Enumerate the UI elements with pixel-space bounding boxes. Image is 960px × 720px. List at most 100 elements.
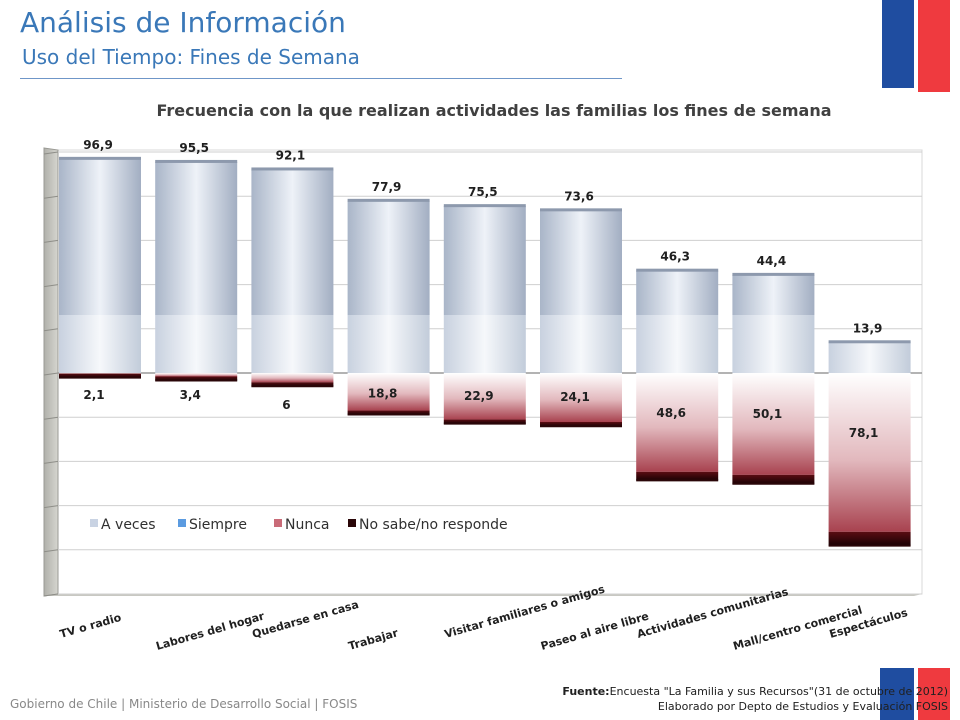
flag-red-stripe <box>918 0 950 92</box>
bar-group <box>59 156 141 379</box>
flag-white-stripe <box>914 0 918 92</box>
bar-positive-lower <box>347 315 430 373</box>
flag-blue-stripe <box>882 0 914 88</box>
gridline-side <box>43 505 59 509</box>
flag-red-stripe-bottom <box>918 668 950 720</box>
gridline-side <box>43 328 59 332</box>
data-label-positive: 73,6 <box>564 189 594 203</box>
category-label: Labores del hogar <box>154 609 266 653</box>
bar-positive-upper <box>732 274 815 315</box>
bar-positive-cap <box>732 272 815 276</box>
bar-positive-lower <box>155 315 238 373</box>
legend-swatch <box>178 519 186 527</box>
bar-negative-upper <box>636 373 719 472</box>
bar-positive-lower <box>251 315 334 373</box>
bar-negative-upper <box>347 373 430 411</box>
bar-negative-lower <box>347 410 430 415</box>
data-label-positive: 13,9 <box>853 321 883 335</box>
data-label-negative: 78,1 <box>849 426 879 440</box>
page-subtitle: Uso del Tiempo: Fines de Semana <box>22 45 360 69</box>
bar-positive-cap <box>636 268 719 272</box>
bar-positive-upper <box>347 200 430 315</box>
bar-positive-lower <box>636 315 719 373</box>
bar-positive-cap <box>347 198 430 202</box>
bar-negative-upper <box>59 373 141 374</box>
bar-group <box>828 340 911 547</box>
legend-swatch <box>274 519 282 527</box>
legend-swatch <box>90 519 98 527</box>
category-label: TV o radio <box>58 611 123 641</box>
bar-positive-upper <box>59 158 141 315</box>
gridline-side <box>43 460 59 464</box>
bar-positive-lower <box>732 315 815 373</box>
source-label: Fuente: <box>562 685 610 698</box>
legend-item: No sabe/no responde <box>348 517 508 533</box>
legend-swatch <box>348 519 356 527</box>
data-label-negative: 50,1 <box>753 407 783 421</box>
legend-label: Siempre <box>189 517 247 533</box>
bar-negative-upper <box>251 373 334 383</box>
bar-negative-upper <box>155 373 238 377</box>
bar-group <box>443 204 526 425</box>
flag-blue-stripe-bottom <box>880 668 914 720</box>
gridline-side <box>43 195 59 199</box>
bar-positive-cap <box>443 204 526 208</box>
data-label-negative: 6 <box>282 398 290 412</box>
chart-legend: A veces Siempre Nunca No sabe/no responde <box>90 517 508 533</box>
gridline-side <box>43 151 59 155</box>
bar-group <box>347 198 430 416</box>
bar-group <box>732 272 815 485</box>
legend-label: No sabe/no responde <box>359 517 508 533</box>
gridline-side <box>43 416 59 420</box>
gridline-side <box>43 372 59 376</box>
legend-item: Nunca <box>274 517 330 533</box>
gridline-side <box>43 239 59 243</box>
data-label-negative: 24,1 <box>560 390 590 404</box>
data-label-positive: 92,1 <box>276 148 306 162</box>
data-label-negative: 3,4 <box>180 388 201 402</box>
bar-negative-lower <box>443 419 526 424</box>
bar-positive-cap <box>828 340 911 344</box>
elaborated-by: Elaborado por Depto de Estudios y Evalua… <box>657 700 948 713</box>
bar-group <box>155 159 238 382</box>
data-label-positive: 96,9 <box>83 138 113 152</box>
bar-positive-cap <box>59 156 141 160</box>
footer-org: Gobierno de Chile | Ministerio de Desarr… <box>10 697 358 711</box>
category-label: Paseo al aire libre <box>539 610 650 653</box>
bar-positive-upper <box>155 161 238 315</box>
bar-negative-lower <box>59 373 141 378</box>
legend-label: A veces <box>101 517 156 533</box>
bar-negative-upper <box>540 373 622 423</box>
bar-positive-lower <box>540 315 622 373</box>
bar-positive-cap <box>155 159 238 163</box>
gridline-side <box>43 284 59 288</box>
bar-positive-cap <box>251 167 334 171</box>
bar-positive-cap <box>540 208 622 212</box>
bar-negative-upper <box>828 373 911 532</box>
bar-negative-lower <box>251 382 334 387</box>
gridline-side <box>43 593 59 597</box>
data-label-negative: 2,1 <box>83 388 104 402</box>
bar-group <box>636 268 719 482</box>
data-label-positive: 75,5 <box>468 185 498 199</box>
bar-negative-upper <box>443 373 526 420</box>
data-label-positive: 95,5 <box>179 141 209 155</box>
chart-bars <box>59 156 911 547</box>
bar-chart: 96,9 2,1 95,5 3,4 92,1 6 77,9 18,8 75,5 22,9 73,6 2… <box>43 138 923 653</box>
bar-negative-lower <box>636 471 719 481</box>
bar-positive-lower <box>59 315 141 373</box>
legend-item: Siempre <box>178 517 247 533</box>
bar-negative-lower <box>732 474 815 484</box>
data-label-negative: 22,9 <box>464 389 494 403</box>
legend-item: A veces <box>90 517 156 533</box>
legend-label: Nunca <box>285 517 330 533</box>
bar-negative-upper <box>732 373 815 475</box>
category-label: Quedarse en casa <box>251 598 361 641</box>
data-label-positive: 46,3 <box>660 250 690 264</box>
chart-labels: 96,9 2,1 95,5 3,4 92,1 6 77,9 18,8 75,5 22,9 73,6 2… <box>83 138 882 440</box>
source-text: Encuesta "La Familia y sus Recursos"(31 … <box>609 685 948 698</box>
bar-positive-lower <box>443 315 526 373</box>
bar-group <box>251 167 334 388</box>
chart-title: Frecuencia con la que realizan actividad… <box>156 101 832 120</box>
gridline-side <box>43 549 59 553</box>
